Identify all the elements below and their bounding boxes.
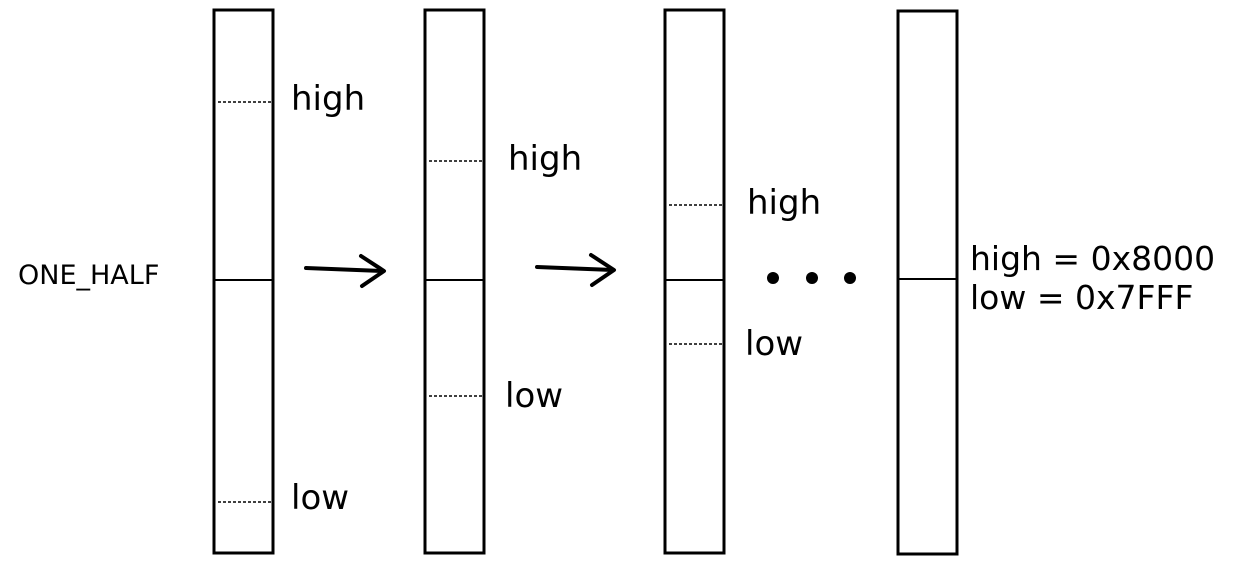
interval-bar-4: high = 0x8000 low = 0x7FFF	[896, 9, 1215, 556]
bar-1-high-label: high	[291, 79, 365, 119]
ellipsis-dots	[767, 272, 856, 284]
final-high-value-label: high = 0x8000	[970, 239, 1215, 278]
bar-4-outline	[896, 9, 959, 556]
final-low-value-label: low = 0x7FFF	[970, 278, 1193, 317]
bar-3-outline	[663, 8, 726, 555]
bar-2-low-label: low	[505, 376, 563, 416]
interval-bar-2: high low	[423, 8, 582, 555]
interval-bar-3: high low	[663, 8, 821, 555]
bar-1-outline	[212, 8, 275, 555]
bar-3-low-label: low	[745, 324, 803, 364]
bar-1-low-label: low	[291, 478, 349, 518]
interval-bar-1: high low	[212, 8, 365, 555]
bar-2-outline	[423, 8, 486, 555]
one-half-label: ONE_HALF	[18, 260, 159, 291]
arrow-1	[304, 254, 386, 288]
bar-2-high-label: high	[508, 139, 582, 179]
bar-3-high-label: high	[747, 183, 821, 223]
arrow-2	[535, 253, 616, 287]
